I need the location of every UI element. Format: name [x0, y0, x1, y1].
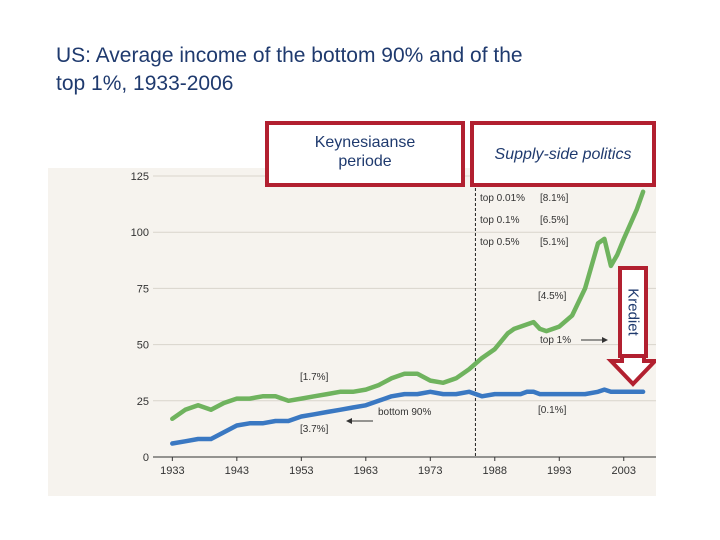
bottom90-pointer-head [346, 418, 352, 424]
y-tick-label: 50 [137, 340, 149, 352]
annotation-top1-share-late: [4.5%] [538, 291, 567, 302]
x-tick-label: 1943 [225, 465, 249, 477]
title-line-2: top 1%, 1933-2006 [56, 72, 234, 95]
y-tick-label: 25 [137, 396, 149, 408]
annotation-top-001: top 0.01% [480, 193, 525, 204]
series-line-top-1pct [170, 189, 646, 422]
x-tick-label: 1933 [160, 465, 184, 477]
keynesian-label-line-2: periode [338, 153, 392, 170]
annotation-bottom90-label: bottom 90% [378, 407, 431, 418]
y-tick-label: 75 [137, 283, 149, 295]
annotation-bottom90-share-early: [3.7%] [300, 424, 329, 435]
keynesian-label-line-1: Keynesiaanse [314, 134, 416, 151]
y-tick-label-top: 125 [131, 171, 149, 183]
krediet-label: Krediet [624, 288, 642, 336]
annotation-bottom90-share-late: [0.1%] [538, 405, 567, 416]
annotation-top-001-share: [8.1%] [540, 193, 569, 204]
x-tick-label: 1973 [418, 465, 442, 477]
top1-pointer-head [602, 337, 608, 343]
annotation-top-01-share: [6.5%] [540, 215, 569, 226]
chart-canvas: 0 25 50 75 100 125 1933 1943 1953 1963 1973 1988 199… [131, 168, 660, 477]
annotation-top1-share-early: [1.7%] [300, 372, 329, 383]
income-chart: 0 25 50 75 100 125 1933 1943 1953 1963 1973 1988 199… [48, 168, 660, 496]
x-tick-label: 1963 [354, 465, 378, 477]
series-line-bottom-90pct [170, 387, 646, 446]
keynesian-period-callout: Keynesiaanse periode [265, 121, 465, 187]
slide-title: US: Average income of the bottom 90% and… [56, 42, 676, 98]
annotation-top-01: top 0.1% [480, 215, 520, 226]
x-tick-label: 1988 [483, 465, 507, 477]
supply-side-label: Supply-side politics [494, 146, 632, 163]
annotation-top-05: top 0.5% [480, 237, 520, 248]
title-line-1: US: Average income of the bottom 90% and… [56, 44, 523, 67]
supply-side-callout: Supply-side politics [470, 121, 656, 187]
x-tick-label: 1993 [547, 465, 571, 477]
krediet-callout: Krediet [618, 266, 648, 358]
annotation-top-05-share: [5.1%] [540, 237, 569, 248]
y-tick-label: 0 [143, 452, 149, 464]
x-tick-label: 2003 [612, 465, 636, 477]
y-tick-label: 100 [131, 227, 149, 239]
x-tick-label: 1953 [289, 465, 313, 477]
annotation-top1-label: top 1% [540, 335, 571, 346]
krediet-arrow-head [606, 359, 660, 387]
